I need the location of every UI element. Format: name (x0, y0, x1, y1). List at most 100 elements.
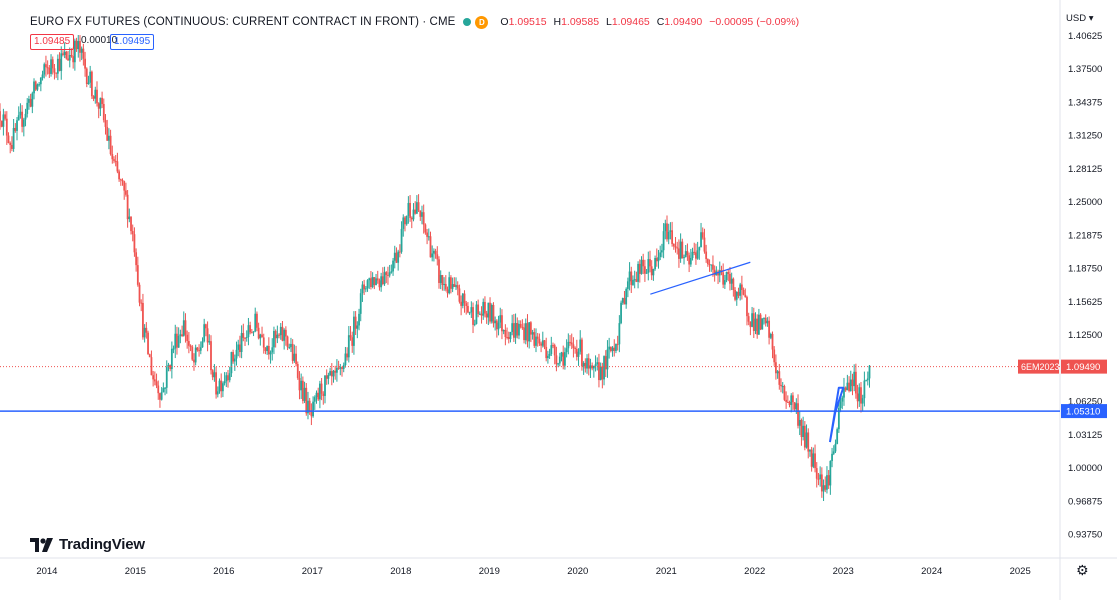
candle-body (150, 357, 153, 376)
candle-body (400, 228, 403, 252)
candle-body (320, 383, 323, 394)
candle-body (645, 272, 648, 274)
candle-body (492, 304, 495, 324)
candle-body (652, 268, 655, 276)
tradingview-logo[interactable]: TradingView (30, 536, 145, 553)
candle-body (421, 212, 423, 217)
candle-body (414, 209, 417, 214)
candle-body (555, 355, 558, 365)
candle-body (284, 329, 287, 337)
candle-body (196, 347, 199, 351)
candle-body (705, 251, 708, 260)
candle-body (432, 250, 435, 254)
candle-body (664, 223, 667, 232)
candle-body (295, 353, 297, 365)
candle-body (623, 298, 626, 305)
candle-body (261, 334, 263, 338)
candle-body (101, 97, 103, 104)
interval-badge: D (475, 15, 489, 29)
candle-body (776, 371, 779, 374)
candle-body (140, 302, 143, 304)
candle-body (831, 453, 833, 462)
symbol-title[interactable]: EURO FX FUTURES (CONTINUOUS: CURRENT CON… (30, 16, 456, 28)
candle-body (756, 318, 759, 335)
candle-body (293, 353, 296, 361)
ohlc-values: O1.09515 H1.09585 L1.09465 C1.09490 −0.0… (500, 16, 803, 28)
candle-body (339, 367, 342, 369)
horizontal-line-label-bg (1061, 404, 1107, 419)
candle-body (659, 252, 662, 257)
candle-body (233, 358, 236, 362)
candle-body (16, 120, 18, 131)
candle-body (84, 58, 86, 69)
candle-body (807, 432, 810, 452)
candle-body (734, 289, 736, 300)
candle-body (194, 347, 197, 363)
candle-body (785, 399, 788, 402)
candle-body (866, 378, 869, 381)
candle-body (87, 82, 90, 85)
candle-body (463, 293, 466, 304)
candle-body (249, 325, 252, 333)
candle-body (378, 280, 381, 288)
candle-body (722, 272, 725, 285)
candle-body (393, 252, 396, 261)
candle-body (725, 272, 728, 281)
candle-body (186, 334, 189, 342)
candle-body (752, 313, 755, 331)
candle-body (51, 59, 54, 69)
candle-body (250, 332, 253, 334)
candle-body (655, 257, 658, 262)
candle-body (153, 379, 156, 382)
gear-icon[interactable]: ⚙ (1076, 562, 1089, 578)
candle-body (569, 341, 571, 343)
candle-body (7, 135, 10, 144)
last-price-label-bg (1061, 359, 1107, 374)
candle-body (237, 344, 240, 350)
candle-body (53, 68, 56, 73)
candle-body (387, 274, 389, 276)
candle-body (56, 58, 59, 74)
currency-button[interactable]: USD ▾ (1066, 13, 1093, 24)
symbol-tag: 6EM2023 (1021, 362, 1060, 372)
candle-body (187, 341, 190, 346)
candle-body (182, 320, 185, 336)
candle-body (106, 126, 109, 141)
candle-body (9, 143, 12, 145)
candle-body (157, 385, 160, 394)
candle-body (849, 379, 852, 392)
candle-body (819, 474, 822, 480)
candle-body (24, 113, 27, 120)
candle-body (747, 316, 750, 322)
x-tick-label: 2020 (567, 566, 588, 577)
x-tick-label: 2023 (833, 566, 854, 577)
candle-body (198, 350, 200, 352)
candle-body (218, 380, 221, 392)
candle-body (2, 114, 5, 127)
y-tick-label: 1.37500 (1068, 64, 1102, 75)
candle-body (742, 289, 745, 295)
candle-body (649, 259, 651, 267)
candle-body (739, 284, 742, 296)
ask-price-box[interactable]: 1.09495 (110, 34, 155, 50)
ohlc-low-key: L (605, 16, 612, 28)
candle-body (397, 251, 400, 263)
candle-body (727, 272, 730, 274)
bid-price-box[interactable]: 1.09485 (30, 34, 75, 50)
candle-body (541, 340, 544, 346)
candle-body (829, 461, 832, 486)
candle-body (274, 330, 277, 339)
candle-body (385, 272, 388, 275)
candle-body (342, 365, 345, 370)
candle-body (558, 356, 561, 364)
candle-body (640, 259, 643, 274)
candle-body (28, 98, 30, 103)
candle-body (85, 68, 88, 85)
candle-body (267, 345, 270, 355)
candle-body (225, 375, 228, 382)
x-tick-label: 2022 (744, 566, 765, 577)
symbol-tag-bg (1018, 359, 1059, 374)
candle-body (172, 348, 175, 350)
candle-body (611, 347, 614, 352)
